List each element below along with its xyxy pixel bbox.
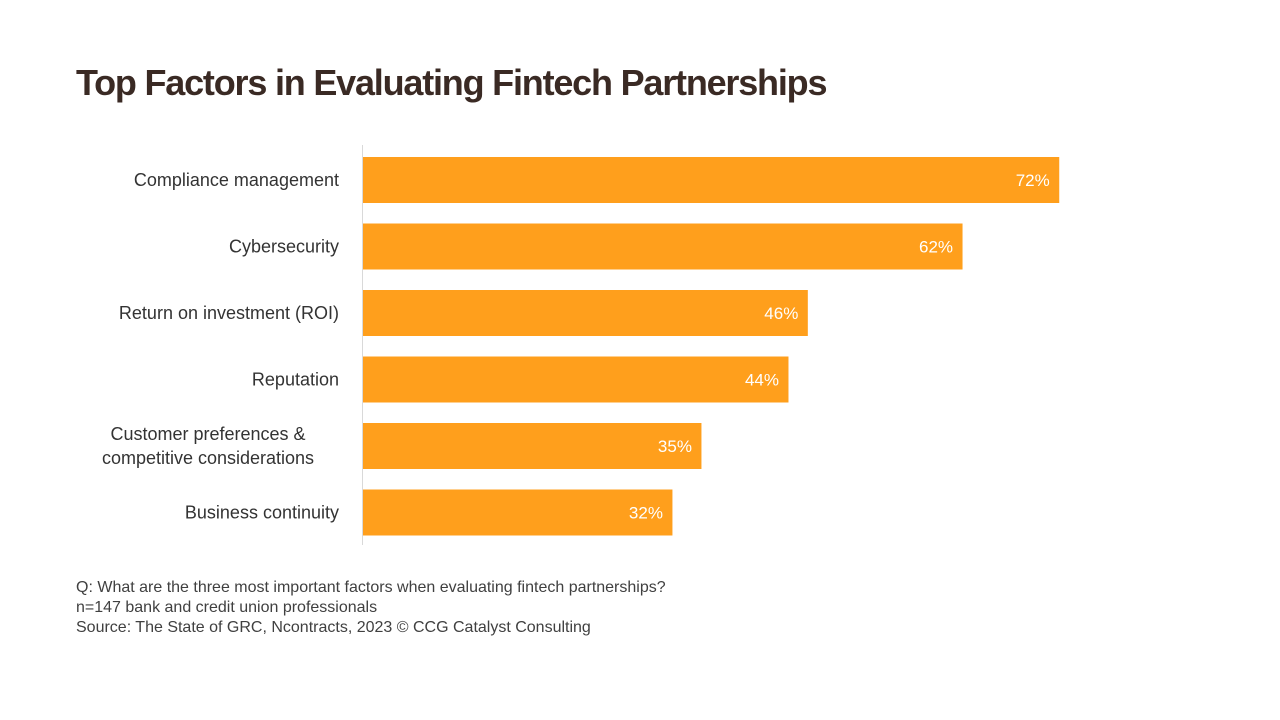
data-label: 46% (764, 304, 798, 323)
bar (363, 423, 702, 469)
footnote-sample: n=147 bank and credit union professional… (76, 599, 378, 616)
bar (363, 290, 808, 336)
footnote-question: Q: What are the three most important fac… (76, 579, 666, 596)
category-label: Business continuity (185, 503, 339, 523)
category-label: Compliance management (134, 170, 339, 190)
data-label: 72% (1016, 171, 1050, 190)
category-label: Reputation (252, 370, 339, 390)
category-label: Return on investment (ROI) (119, 303, 339, 323)
data-label: 44% (745, 371, 779, 390)
bar (363, 489, 673, 536)
footnote-source: Source: The State of GRC, Ncontracts, 20… (76, 619, 591, 636)
category-label: Customer preferences & competitive consid… (102, 424, 314, 468)
chart-title: Top Factors in Evaluating Fintech Partne… (76, 62, 827, 103)
data-label: 62% (919, 238, 953, 257)
bar (363, 157, 1060, 203)
category-label: Cybersecurity (229, 237, 339, 257)
footnote: Q: What are the three most important fac… (76, 578, 666, 638)
data-label: 35% (658, 437, 692, 456)
data-label: 32% (629, 504, 663, 523)
bar (363, 223, 963, 270)
bar (363, 356, 789, 403)
